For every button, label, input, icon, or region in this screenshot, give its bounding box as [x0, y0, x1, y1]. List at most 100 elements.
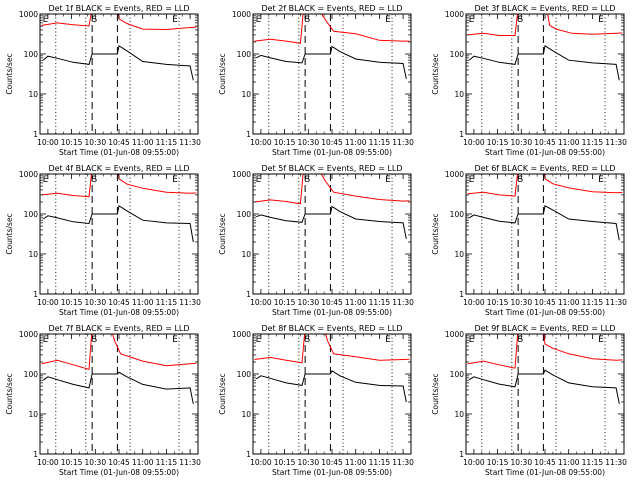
y-tick-label: 1000 [232, 170, 251, 179]
panel-det-5: Det 5f BLACK = Events, RED = LLD E S E 1 10 10… [218, 164, 414, 317]
x-tick-label: 10:45 [321, 298, 343, 307]
events-series-line [42, 204, 194, 243]
marker-letter: S [92, 15, 98, 25]
x-tick-label: 10:00 [463, 298, 485, 307]
x-tick-label: 10:45 [321, 138, 343, 147]
marker-letter: S [305, 15, 311, 25]
marker-letter: S [305, 175, 311, 185]
x-tick-label: 11:30 [392, 298, 414, 307]
axes-frame [465, 13, 625, 135]
axes-frame [39, 173, 199, 295]
y-axis-label: Counts/sec [431, 53, 440, 94]
y-tick-label: 1000 [232, 10, 251, 19]
y-tick-label: 1000 [445, 10, 464, 19]
panel-title: Det 2f BLACK = Events, RED = LLD [261, 4, 402, 13]
y-tick-label: 1 [246, 450, 251, 459]
y-tick-label: 1 [246, 290, 251, 299]
y-axis-label: Counts/sec [218, 373, 227, 414]
y-tick-label: 10 [28, 90, 38, 99]
y-tick-label: 100 [237, 50, 252, 59]
lld-series-line [467, 174, 623, 197]
x-tick-label: 11:00 [132, 458, 154, 467]
x-tick-label: 10:00 [37, 458, 59, 467]
events-series-line [255, 370, 407, 403]
marker-letter: E [385, 15, 391, 25]
events-series-line [256, 205, 407, 239]
y-tick-label: 1 [33, 450, 38, 459]
y-tick-label: 1000 [232, 330, 251, 339]
x-axis-label: Start Time (01-Jun-08 09:55:00) [59, 468, 179, 477]
y-tick-label: 100 [450, 370, 465, 379]
series-group [41, 174, 197, 243]
lld-series-line [254, 174, 410, 205]
x-tick-label: 10:15 [61, 458, 83, 467]
panel-title: Det 4f BLACK = Events, RED = LLD [48, 164, 189, 173]
series-group [41, 14, 197, 81]
axes-frame [39, 333, 199, 455]
panel-det-1: Det 1f BLACK = Events, RED = LLD E S E 1 10 10… [5, 4, 201, 157]
marker-letter: E [385, 335, 391, 345]
x-tick-label: 11:00 [345, 138, 367, 147]
x-tick-label: 11:30 [179, 458, 201, 467]
x-tick-label: 10:30 [297, 458, 319, 467]
x-axis-label: Start Time (01-Jun-08 09:55:00) [272, 148, 392, 157]
x-tick-label: 11:00 [345, 298, 367, 307]
marker-letter: S [92, 335, 98, 345]
x-tick-label: 10:45 [321, 458, 343, 467]
y-axis-label: Counts/sec [5, 213, 14, 254]
y-tick-label: 1 [459, 130, 464, 139]
y-axis-label: Counts/sec [5, 373, 14, 414]
marker-letter: E [469, 175, 475, 185]
panel-det-7: Det 7f BLACK = Events, RED = LLD E S E 1 10 10… [5, 324, 201, 477]
y-tick-label: 1000 [445, 330, 464, 339]
y-tick-label: 100 [237, 210, 252, 219]
axes-frame [465, 333, 625, 455]
x-tick-label: 10:45 [108, 298, 130, 307]
panel-title: Det 9f BLACK = Events, RED = LLD [474, 324, 615, 333]
x-tick-label: 10:15 [487, 138, 509, 147]
x-tick-label: 11:15 [369, 458, 391, 467]
y-tick-label: 1 [459, 290, 464, 299]
panel-det-4: Det 4f BLACK = Events, RED = LLD E S E 1 10 10… [5, 164, 201, 317]
y-tick-label: 100 [24, 370, 39, 379]
y-tick-label: 1 [459, 450, 464, 459]
y-axis-label: Counts/sec [218, 53, 227, 94]
panel-det-9: Det 9f BLACK = Events, RED = LLD E S E 1 10 10… [431, 324, 627, 477]
panel-title: Det 6f BLACK = Events, RED = LLD [474, 164, 615, 173]
lld-series-line [254, 14, 410, 44]
x-tick-label: 11:00 [558, 298, 580, 307]
x-tick-label: 11:15 [582, 298, 604, 307]
x-tick-label: 10:15 [274, 458, 296, 467]
x-tick-label: 11:30 [179, 138, 201, 147]
series-group [467, 14, 623, 81]
y-tick-label: 10 [241, 410, 251, 419]
y-tick-label: 10 [241, 250, 251, 259]
x-tick-label: 10:15 [487, 298, 509, 307]
panel-title: Det 7f BLACK = Events, RED = LLD [48, 324, 189, 333]
x-tick-label: 10:00 [463, 138, 485, 147]
y-tick-label: 1 [33, 290, 38, 299]
y-axis-label: Counts/sec [5, 53, 14, 94]
y-tick-label: 100 [237, 370, 252, 379]
x-tick-label: 10:15 [61, 298, 83, 307]
x-tick-label: 10:30 [84, 138, 106, 147]
panel-title: Det 8f BLACK = Events, RED = LLD [261, 324, 402, 333]
marker-letter: E [598, 175, 604, 185]
axes-frame [252, 13, 412, 135]
x-tick-label: 10:00 [250, 298, 272, 307]
x-tick-label: 10:45 [534, 138, 556, 147]
x-tick-label: 11:30 [605, 138, 627, 147]
x-tick-label: 11:00 [558, 138, 580, 147]
x-tick-label: 11:30 [605, 298, 627, 307]
x-tick-label: 11:30 [605, 458, 627, 467]
events-series-line [42, 371, 194, 404]
x-tick-label: 10:15 [61, 138, 83, 147]
y-tick-label: 100 [24, 50, 39, 59]
y-tick-label: 100 [450, 50, 465, 59]
x-tick-label: 10:45 [534, 458, 556, 467]
marker-letter: E [256, 175, 262, 185]
events-series-line [42, 44, 194, 81]
axes-frame [39, 13, 199, 135]
x-axis-label: Start Time (01-Jun-08 09:55:00) [59, 308, 179, 317]
axes-frame [252, 333, 412, 455]
